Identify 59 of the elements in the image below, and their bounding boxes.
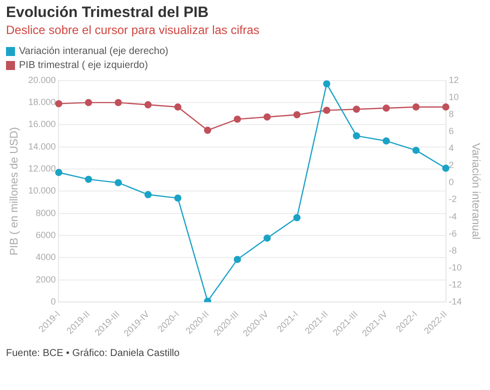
- point: [174, 103, 182, 111]
- point: [264, 234, 271, 242]
- chart-title: Evolución Trimestral del PIB: [6, 4, 209, 21]
- y-tick-label: 2000: [36, 274, 56, 284]
- point: [234, 116, 241, 123]
- chart-subtitle: Deslice sobre el cursor para visualizar las cifras: [6, 23, 260, 37]
- point: [234, 256, 241, 264]
- y2-tick-label: -12: [448, 280, 462, 290]
- y2-tick-label: -14: [448, 296, 462, 307]
- point: [293, 214, 301, 222]
- point: [144, 101, 152, 108]
- y2-tick-label: -8: [448, 245, 457, 256]
- point: [55, 100, 62, 108]
- legend-label: Variación interanual (eje derecho): [19, 46, 168, 56]
- point: [55, 168, 62, 176]
- y2-tick-label: -4: [448, 211, 457, 222]
- y2-tick-label: -2: [448, 194, 457, 204]
- point: [382, 137, 390, 145]
- point: [323, 80, 330, 88]
- point: [114, 98, 122, 106]
- y-tick-label: 6000: [36, 230, 56, 240]
- y2-tick-label: -6: [448, 228, 457, 238]
- y-tick-label: 12.000: [28, 164, 56, 174]
- y2-tick-label: 10: [448, 92, 459, 102]
- y2-tick-label: -10: [448, 262, 462, 272]
- y2-axis-title: Variación interanual: [469, 143, 482, 240]
- point: [204, 126, 212, 134]
- y-tick-label: 16.000: [28, 119, 56, 130]
- y-tick-label: 20.000: [28, 74, 56, 85]
- point: [144, 191, 152, 198]
- y-tick-label: 18.000: [28, 97, 56, 108]
- y-axis-title: PIB ( en millones de USD): [8, 127, 21, 256]
- point: [352, 106, 360, 113]
- point: [293, 111, 301, 118]
- y-tick-label: 8000: [36, 208, 56, 218]
- point: [84, 176, 92, 183]
- y-tick-label: 10.000: [28, 186, 56, 196]
- y-tick-label: 14.000: [28, 141, 56, 152]
- y-tick-label: 0: [50, 296, 56, 307]
- y2-tick-label: 8: [448, 108, 454, 119]
- point: [412, 146, 420, 154]
- legend-label: PIB trimestral ( eje izquierdo): [19, 60, 148, 70]
- point: [442, 103, 450, 111]
- point: [352, 132, 360, 140]
- point: [114, 179, 122, 186]
- y2-tick-label: 2: [448, 160, 454, 170]
- y2-tick-label: 6: [448, 126, 454, 136]
- point: [412, 103, 420, 111]
- point: [84, 98, 92, 106]
- point: [442, 164, 450, 172]
- y2-tick-label: 0: [448, 177, 454, 188]
- point: [264, 113, 271, 121]
- y-tick-label: 4000: [36, 252, 56, 262]
- point: [323, 106, 330, 114]
- point: [174, 194, 182, 202]
- y2-tick-label: 4: [448, 143, 454, 154]
- source-note: Fuente: BCE • Gráfico: Daniela Castillo: [6, 348, 180, 359]
- y2-tick-label: 12: [448, 74, 459, 85]
- point: [382, 104, 390, 112]
